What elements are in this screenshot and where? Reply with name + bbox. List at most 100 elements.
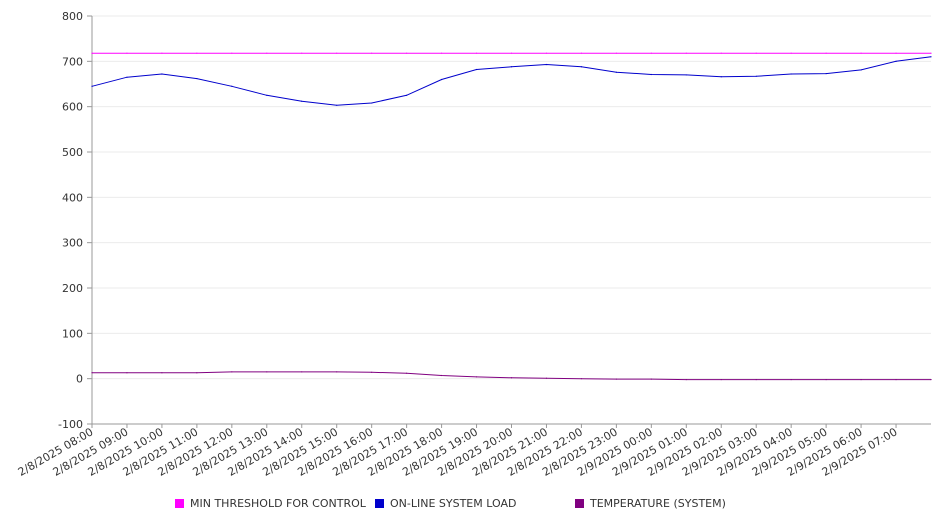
legend-item: MIN THRESHOLD FOR CONTROL	[175, 497, 366, 510]
x-tick-labels: 2/8/2025 08:002/8/2025 09:002/8/2025 10:…	[16, 425, 900, 479]
legend-label: TEMPERATURE (SYSTEM)	[590, 497, 726, 510]
series	[91, 52, 932, 381]
data-point	[790, 52, 792, 54]
data-point	[266, 371, 268, 373]
legend-label: ON-LINE SYSTEM LOAD	[390, 497, 517, 510]
data-point	[860, 69, 862, 71]
data-point	[475, 68, 478, 71]
data-point	[475, 376, 478, 378]
y-tick-label: 400	[62, 191, 83, 204]
data-point	[545, 52, 548, 54]
data-point	[790, 378, 792, 381]
data-point	[91, 372, 93, 374]
data-point	[580, 52, 583, 54]
data-point	[406, 372, 408, 374]
data-point	[930, 52, 932, 54]
data-point	[161, 52, 163, 54]
data-point	[825, 52, 827, 54]
data-point	[720, 76, 722, 78]
legend-label: MIN THRESHOLD FOR CONTROL	[190, 497, 366, 510]
data-point	[615, 52, 617, 54]
legend-item: TEMPERATURE (SYSTEM)	[575, 497, 726, 510]
data-point	[895, 378, 897, 381]
data-point	[545, 377, 548, 379]
data-point	[440, 52, 443, 54]
data-point	[650, 52, 652, 54]
data-point	[371, 102, 373, 104]
data-point	[301, 52, 303, 54]
y-tick-labels: -100 0 100 200 300 400 500 600 700 800	[58, 10, 83, 431]
data-point	[720, 378, 722, 381]
data-point	[371, 371, 373, 373]
data-point	[545, 63, 548, 66]
data-point	[755, 378, 757, 381]
data-point	[895, 52, 897, 54]
data-point	[161, 73, 163, 75]
y-tick-label: 700	[62, 55, 83, 68]
data-point	[336, 104, 338, 106]
data-point	[371, 52, 373, 54]
data-point	[685, 52, 687, 54]
data-point	[266, 52, 268, 54]
data-point	[755, 52, 757, 54]
y-tick-label: 800	[62, 10, 83, 23]
y-tick-label: 600	[62, 101, 83, 114]
legend-swatch	[575, 499, 584, 508]
data-point	[196, 52, 198, 54]
y-tick-label: 200	[62, 282, 83, 295]
axes	[87, 15, 931, 428]
data-point	[895, 60, 897, 62]
data-point	[720, 52, 722, 54]
data-point	[161, 372, 163, 374]
y-tick-label: -100	[58, 418, 83, 431]
data-point	[650, 73, 652, 76]
data-point	[301, 371, 303, 373]
data-point	[510, 377, 513, 379]
data-point	[336, 371, 338, 373]
data-point	[615, 378, 617, 380]
y-tick-label: 500	[62, 146, 83, 159]
data-point	[475, 52, 478, 54]
y-tick-label: 300	[62, 237, 83, 250]
data-point	[126, 52, 128, 54]
data-point	[615, 71, 617, 73]
data-point	[266, 94, 268, 96]
data-point	[126, 76, 128, 78]
data-point	[91, 52, 93, 54]
legend-item: ON-LINE SYSTEM LOAD	[375, 497, 516, 510]
data-point	[440, 78, 443, 81]
data-point	[126, 372, 128, 374]
data-point	[336, 52, 338, 54]
data-point	[930, 56, 932, 58]
grid	[92, 15, 931, 425]
data-point	[650, 378, 652, 380]
data-point	[406, 94, 408, 96]
data-point	[196, 77, 198, 80]
data-point	[930, 378, 932, 381]
data-point	[825, 378, 827, 381]
data-point	[825, 72, 827, 75]
data-point	[510, 52, 513, 54]
data-point	[406, 52, 408, 54]
line-chart: -100 0 100 200 300 400 500 600 700 800 2/8/2025 0…	[16, 10, 932, 479]
data-point	[755, 75, 757, 77]
data-point	[510, 66, 513, 68]
data-point	[231, 85, 233, 87]
legend-swatch	[375, 499, 384, 508]
y-tick-label: 100	[62, 327, 83, 340]
y-tick-label: 0	[76, 373, 83, 386]
data-point	[685, 74, 687, 76]
data-point	[440, 374, 443, 377]
data-point	[301, 100, 303, 102]
data-point	[231, 52, 233, 54]
data-point	[196, 372, 198, 374]
data-point	[91, 85, 93, 87]
legend: MIN THRESHOLD FOR CONTROL ON-LINE SYSTEM …	[0, 497, 946, 517]
data-point	[231, 371, 233, 373]
data-point	[685, 378, 687, 381]
data-point	[860, 378, 862, 381]
data-point	[580, 66, 583, 68]
series-line	[91, 56, 932, 106]
data-point	[580, 378, 583, 380]
data-point	[860, 52, 862, 54]
